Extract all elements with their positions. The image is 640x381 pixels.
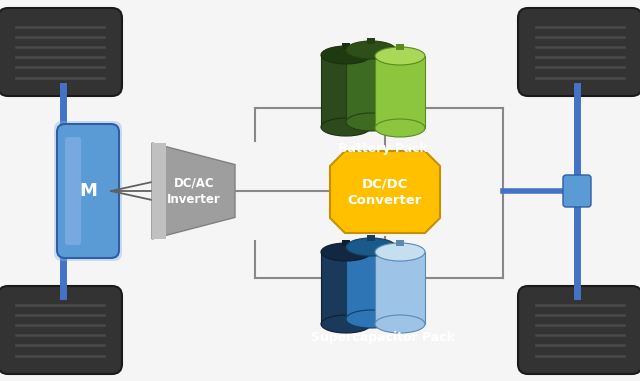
- Polygon shape: [346, 50, 396, 122]
- Ellipse shape: [375, 315, 425, 333]
- Ellipse shape: [346, 310, 396, 328]
- Polygon shape: [321, 252, 371, 324]
- Text: Supercapacitor Pack: Supercapacitor Pack: [311, 331, 455, 344]
- Polygon shape: [152, 143, 235, 239]
- FancyBboxPatch shape: [54, 121, 122, 261]
- FancyBboxPatch shape: [396, 44, 404, 50]
- Text: DC/DC
Converter: DC/DC Converter: [348, 177, 422, 207]
- Ellipse shape: [346, 113, 396, 131]
- Ellipse shape: [321, 315, 371, 333]
- Ellipse shape: [375, 243, 425, 261]
- FancyBboxPatch shape: [518, 8, 640, 96]
- Ellipse shape: [321, 46, 371, 64]
- Text: DC/AC
Inverter: DC/AC Inverter: [167, 176, 221, 206]
- Ellipse shape: [375, 119, 425, 137]
- Ellipse shape: [321, 118, 371, 136]
- Polygon shape: [321, 55, 371, 127]
- Ellipse shape: [346, 41, 396, 59]
- Polygon shape: [375, 56, 425, 128]
- Ellipse shape: [321, 243, 371, 261]
- FancyBboxPatch shape: [396, 240, 404, 246]
- Polygon shape: [330, 151, 440, 233]
- FancyBboxPatch shape: [342, 240, 350, 246]
- FancyBboxPatch shape: [57, 124, 119, 258]
- FancyBboxPatch shape: [0, 286, 122, 374]
- FancyBboxPatch shape: [342, 43, 350, 49]
- Polygon shape: [152, 143, 166, 239]
- Text: Battery Pack: Battery Pack: [338, 141, 428, 155]
- FancyBboxPatch shape: [367, 38, 375, 44]
- FancyBboxPatch shape: [0, 8, 122, 96]
- Ellipse shape: [375, 47, 425, 65]
- FancyBboxPatch shape: [563, 175, 591, 207]
- FancyBboxPatch shape: [65, 137, 81, 245]
- FancyBboxPatch shape: [367, 235, 375, 241]
- Polygon shape: [346, 247, 396, 319]
- Ellipse shape: [346, 238, 396, 256]
- FancyBboxPatch shape: [518, 286, 640, 374]
- Text: M: M: [79, 182, 97, 200]
- Polygon shape: [375, 252, 425, 324]
